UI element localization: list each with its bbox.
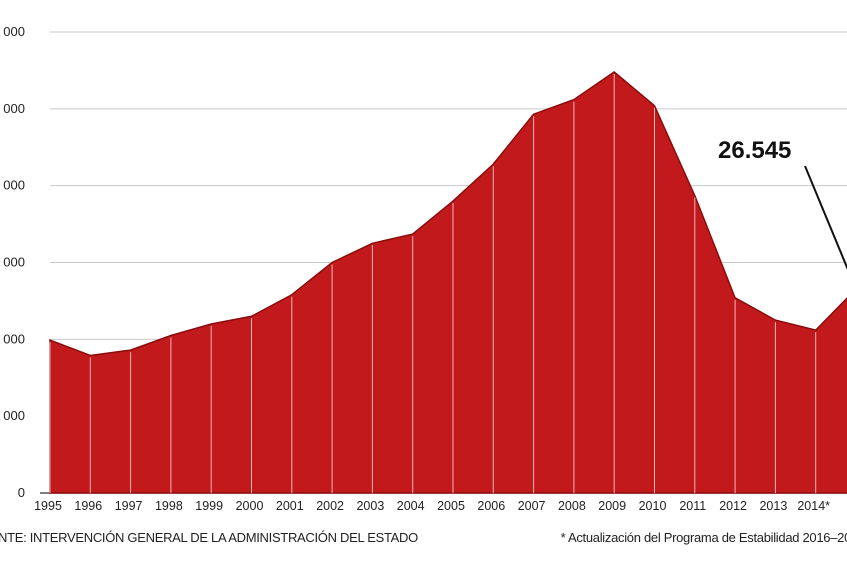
y-tick-label: 000	[3, 178, 25, 193]
x-tick-label: 2009	[598, 499, 626, 513]
callout-label: 26.545	[718, 137, 791, 164]
data-point	[653, 104, 657, 108]
data-point	[88, 353, 92, 357]
x-tick-label: 2007	[518, 499, 546, 513]
data-point	[370, 241, 374, 245]
data-point	[693, 194, 697, 198]
data-point	[330, 261, 334, 265]
x-tick-label: 2000	[236, 499, 264, 513]
data-point	[532, 112, 536, 116]
data-point	[48, 338, 52, 342]
data-point	[572, 98, 576, 102]
area-series	[49, 71, 847, 494]
y-tick-label: 000	[3, 24, 25, 39]
data-point	[250, 314, 254, 318]
x-tick-label: 2006	[477, 499, 505, 513]
annotation: 26.545	[718, 137, 847, 270]
x-tick-label: 2010	[639, 499, 667, 513]
area-fill	[49, 71, 847, 494]
x-tick-label: 1995	[34, 499, 62, 513]
x-tick-label: 2001	[276, 499, 304, 513]
x-tick-label: 2004	[397, 499, 425, 513]
callout-leader-line	[804, 165, 847, 270]
y-tick-label: 000	[3, 255, 25, 270]
x-tick-label: 2008	[558, 499, 586, 513]
x-tick-label: 2011	[679, 499, 706, 513]
data-point	[290, 293, 294, 297]
source-note: NTE: INTERVENCIÓN GENERAL DE LA ADMINIST…	[0, 530, 418, 545]
x-tick-label: 2014*	[797, 499, 830, 513]
y-tick-label: 0	[18, 485, 25, 500]
data-point	[814, 328, 818, 332]
y-tick-label: 000	[3, 331, 25, 346]
data-point	[773, 318, 777, 322]
footnote: * Actualización del Programa de Estabili…	[560, 530, 847, 545]
x-tick-label: 2013	[759, 499, 787, 513]
x-tick-label: 2003	[356, 499, 384, 513]
x-tick-label: 1996	[74, 499, 102, 513]
year-separators	[48, 70, 818, 493]
x-tick-label: 2012	[719, 499, 747, 513]
x-tick-label: 2005	[437, 499, 465, 513]
y-tick-label: 000	[3, 408, 25, 423]
data-point	[209, 322, 213, 326]
data-point	[451, 199, 455, 203]
data-point	[733, 296, 737, 300]
x-tick-label: 1997	[115, 499, 143, 513]
data-point	[612, 70, 616, 74]
x-tick-label: 2002	[316, 499, 344, 513]
data-point	[129, 348, 133, 352]
data-point	[169, 333, 173, 337]
data-point	[491, 162, 495, 166]
x-axis-ticks: 1995 1996 1997 1998 1999 2000 2001 2002 2003 2004…	[34, 499, 830, 513]
x-tick-label: 1998	[155, 499, 183, 513]
data-point	[411, 232, 415, 236]
y-tick-label: 000	[3, 101, 25, 116]
x-tick-label: 1999	[195, 499, 223, 513]
